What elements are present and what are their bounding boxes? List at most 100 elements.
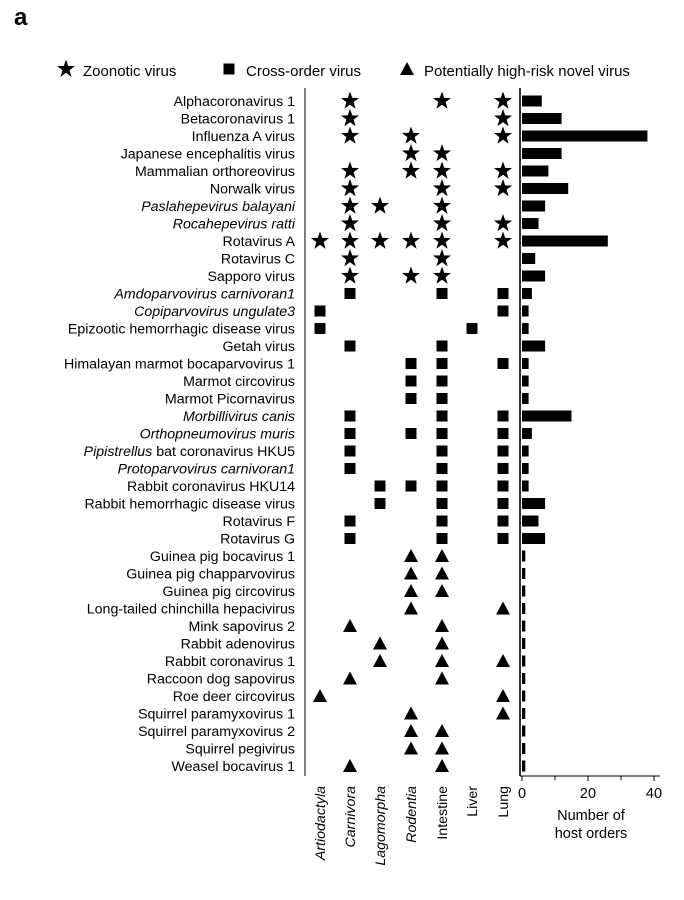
virus-label: Guinea pig chapparvovirus [126,567,295,583]
star-marker [432,161,452,179]
virus-label: Pipistrellus bat coronavirus HKU5 [84,444,295,460]
star-marker [432,266,452,284]
star-marker [370,231,390,249]
bar-host-orders [522,603,526,614]
square-icon [219,59,239,83]
square-marker [497,288,509,299]
bar-host-orders [522,743,526,754]
square-marker [344,533,356,544]
bar-host-orders [522,620,526,632]
star-marker [340,196,360,214]
virus-label: Paslahepevirus balayani [141,199,296,215]
virus-label: Squirrel paramyxovirus 1 [138,707,295,723]
star-marker [340,266,360,284]
virus-label: Protoparvovirus carnivoran1 [118,462,295,478]
square-marker [344,515,356,527]
star-marker [493,214,513,232]
square-marker [497,428,509,439]
triangle-marker [373,654,387,667]
star-marker [340,249,360,267]
bar-host-orders [522,218,539,229]
legend-label-cross-order: Cross-order virus [246,62,362,80]
square-marker [405,480,417,492]
bar-host-orders [522,305,529,317]
bar-host-orders [522,568,526,579]
star-marker [493,179,513,197]
virus-label: Getah virus [222,339,295,355]
square-marker [436,515,448,527]
virus-label: Guinea pig bocavirus 1 [150,549,295,565]
bar-host-orders [522,235,608,247]
square-marker [436,358,448,369]
square-marker [344,445,356,457]
triangle-marker [343,671,357,685]
virus-label: Rotavirus F [222,514,295,530]
virus-label: Betacoronavirus 1 [181,112,295,128]
square-marker [405,428,417,439]
star-marker [340,126,360,144]
triangle-marker [343,619,357,632]
legend-item-zoonotic: Zoonotic virus [56,59,176,83]
square-marker [497,305,509,317]
triangle-marker [435,549,449,562]
x-tick-label: 40 [646,786,662,802]
virus-label: Rabbit coronavirus 1 [165,654,295,670]
square-marker [314,323,326,334]
triangle-marker [435,741,449,755]
triangle-marker [404,601,418,615]
star-marker [340,91,360,109]
square-marker [497,463,509,474]
square-marker [374,498,386,509]
bar-host-orders [522,498,546,509]
triangle-marker [435,636,449,650]
virus-label: Influenza A virus [192,129,295,145]
bar-host-orders [522,200,546,212]
star-marker [401,266,421,284]
square-marker [497,533,509,544]
square-marker [436,445,448,457]
square-marker [436,393,448,404]
star-marker [493,161,513,179]
virus-label: Long-tailed chinchilla hepacivirus [87,602,295,618]
virus-label: Copiparvovirus ungulate3 [134,304,295,320]
triangle-marker [404,549,418,562]
virus-label: Rabbit coronavirus HKU14 [127,479,295,495]
triangle-marker [435,654,449,667]
triangle-marker [496,689,510,702]
star-marker [432,196,452,214]
x-axis-title: Number of host orders [555,808,628,842]
panel-label: a [14,4,28,31]
square-marker [344,463,356,474]
square-marker [497,515,509,527]
star-marker [401,231,421,249]
virus-label: Marmot circovirus [183,374,295,390]
square-marker [344,428,356,439]
star-marker [432,249,452,267]
virus-label: Sapporo virus [207,269,295,285]
virus-label: Himalayan marmot bocaparvovirus 1 [64,357,295,373]
virus-label: Squirrel paramyxovirus 2 [138,724,295,740]
star-icon [56,59,76,83]
square-marker [497,480,509,492]
column-label-liver: Liver [465,786,481,817]
virus-label: Mink sapovirus 2 [189,619,296,635]
bar-host-orders [522,655,526,667]
triangle-marker [373,636,387,650]
virus-label: Rabbit adenovirus [181,637,295,653]
legend-label-high-risk: Potentially high-risk novel virus [424,62,630,80]
virus-label: Squirrel pegivirus [185,742,295,758]
column-label-carnivora: Carnivora [343,786,359,848]
square-marker [436,463,448,474]
star-marker [340,179,360,197]
triangle-marker [496,601,510,615]
square-marker [344,410,356,422]
bar-host-orders [522,358,529,369]
legend-item-high-risk: Potentially high-risk novel virus [397,61,630,81]
square-marker [497,445,509,457]
square-marker [436,340,448,352]
square-marker [436,498,448,509]
virus-label: Morbillivirus canis [183,409,295,425]
bar-host-orders [522,253,536,264]
bar-host-orders [522,288,532,299]
